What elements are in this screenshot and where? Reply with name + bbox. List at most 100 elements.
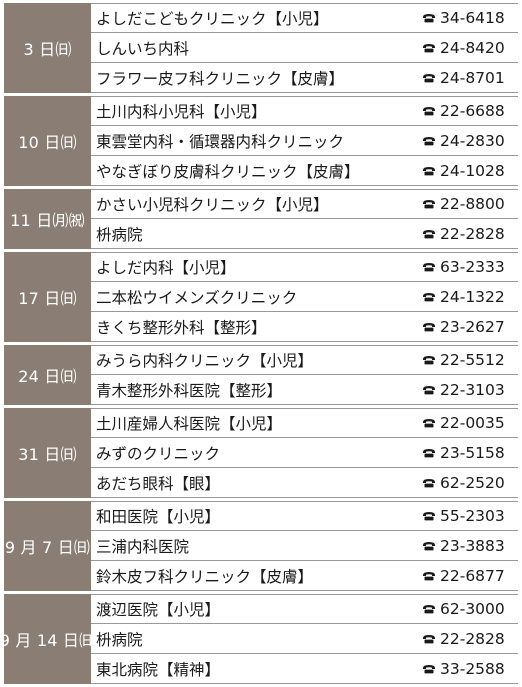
clinic-name: 枡病院: [96, 225, 143, 244]
date-label: 31 日㈰: [4, 408, 91, 498]
clinic-name: 三浦内科医院: [96, 537, 190, 556]
clinic-name: よしだ内科【小児】: [96, 259, 236, 277]
clinic-row: きくち整形外科【整形】 23-2627: [91, 312, 518, 342]
date-label: 17 日㈰: [4, 252, 91, 342]
telephone-icon: [422, 385, 436, 395]
telephone-icon: [422, 664, 436, 674]
clinic-row: 東雲堂内科・循環器内科クリニック 24-2830: [91, 126, 518, 156]
clinic-phone: 62-3000: [422, 600, 518, 618]
phone-number: 22-5512: [440, 351, 505, 369]
phone-number: 62-3000: [440, 600, 505, 618]
clinic-list: みうら内科クリニック【小児】 22-5512 青木整形外科医院【整形】 22-3103: [91, 345, 518, 405]
clinic-phone: 22-8800: [422, 195, 518, 213]
phone-number: 22-6688: [440, 102, 505, 120]
clinic-name: 二本松ウイメンズクリニック: [96, 288, 298, 307]
clinic-phone: 62-2520: [422, 474, 518, 492]
clinic-phone: 23-2627: [422, 318, 518, 336]
clinic-name: よしだこどもクリニック【小児】: [96, 10, 329, 28]
clinic-row: よしだ内科【小児】 63-2333: [91, 252, 518, 282]
phone-number: 23-5158: [440, 443, 505, 462]
phone-number: 24-2830: [440, 131, 505, 150]
clinic-list: かさい小児科クリニック【小児】 22-8800 枡病院 22-2828: [91, 189, 518, 249]
telephone-icon: [422, 166, 436, 176]
date-group: 24 日㈰ みうら内科クリニック【小児】 22-5512 青木整形外科医院【整形】 22…: [4, 345, 518, 405]
clinic-phone: 33-2588: [422, 660, 518, 678]
clinic-phone: 22-2828: [422, 225, 518, 243]
clinic-name: 土川内科小児科【小児】: [96, 103, 267, 121]
telephone-icon: [422, 229, 436, 239]
phone-number: 23-2627: [440, 317, 505, 336]
holiday-clinic-schedule: 3 日㈰ よしだこどもクリニック【小児】 34-6418 しんいち内科 24-8420 フ…: [0, 3, 518, 687]
clinic-name: みうら内科クリニック【小児】: [96, 352, 314, 370]
phone-number: 24-8420: [440, 38, 505, 57]
clinic-row: 青木整形外科医院【整形】 22-3103: [91, 375, 518, 405]
clinic-row: フラワー皮フ科クリニック【皮膚】 24-8701: [91, 63, 518, 93]
phone-number: 24-1028: [440, 161, 505, 180]
phone-number: 55-2303: [440, 507, 505, 525]
clinic-phone: 24-2830: [422, 132, 518, 150]
phone-number: 23-3883: [440, 536, 505, 555]
telephone-icon: [422, 73, 436, 83]
date-label: 11 日㈪㈷: [4, 189, 91, 249]
telephone-icon: [422, 106, 436, 116]
telephone-icon: [422, 199, 436, 209]
phone-number: 22-0035: [440, 414, 505, 432]
clinic-name: 東雲堂内科・循環器内科クリニック: [96, 132, 345, 151]
date-group: 17 日㈰ よしだ内科【小児】 63-2333 二本松ウイメンズクリニック 24-132…: [4, 252, 518, 342]
date-group: 3 日㈰ よしだこどもクリニック【小児】 34-6418 しんいち内科 24-8420 フ…: [4, 3, 518, 93]
clinic-phone: 24-8701: [422, 69, 518, 87]
clinic-phone: 23-3883: [422, 537, 518, 555]
telephone-icon: [422, 43, 436, 53]
clinic-name: きくち整形外科【整形】: [96, 318, 267, 337]
phone-number: 22-8800: [440, 195, 505, 213]
telephone-icon: [422, 511, 436, 521]
date-group: 10 日㈰ 土川内科小児科【小児】 22-6688 東雲堂内科・循環器内科クリニック 2…: [4, 96, 518, 186]
clinic-row: やなぎぼり皮膚科クリニック【皮膚】 24-1028: [91, 156, 518, 186]
telephone-icon: [422, 418, 436, 428]
clinic-phone: 22-6877: [422, 567, 518, 585]
telephone-icon: [422, 478, 436, 488]
telephone-icon: [422, 448, 436, 458]
date-label: 9 月 14 日㈰: [0, 594, 95, 684]
clinic-phone: 63-2333: [422, 258, 518, 276]
clinic-name: 東北病院【精神】: [96, 660, 221, 679]
clinic-row: 鈴木皮フ科クリニック【皮膚】 22-6877: [91, 561, 518, 591]
clinic-phone: 55-2303: [422, 507, 518, 525]
telephone-icon: [422, 355, 436, 365]
telephone-icon: [422, 322, 436, 332]
clinic-name: やなぎぼり皮膚科クリニック【皮膚】: [96, 162, 360, 181]
clinic-phone: 24-1028: [422, 162, 518, 180]
clinic-phone: 23-5158: [422, 444, 518, 462]
telephone-icon: [422, 136, 436, 146]
telephone-icon: [422, 571, 436, 581]
clinic-phone: 24-8420: [422, 39, 518, 57]
date-group: 9 月 7 日㈰ 和田医院【小児】 55-2303 三浦内科医院 23-3883 鈴木皮フ…: [4, 501, 518, 591]
clinic-name: あだち眼科【眼】: [96, 474, 221, 493]
telephone-icon: [422, 604, 436, 614]
phone-number: 22-3103: [440, 380, 505, 399]
clinic-phone: 34-6418: [422, 9, 518, 27]
clinic-row: 二本松ウイメンズクリニック 24-1322: [91, 282, 518, 312]
clinic-name: 土川産婦人科医院【小児】: [96, 415, 283, 433]
phone-number: 62-2520: [440, 473, 505, 492]
date-label: 3 日㈰: [4, 3, 91, 93]
clinic-list: 土川内科小児科【小児】 22-6688 東雲堂内科・循環器内科クリニック 24-283…: [91, 96, 518, 186]
clinic-phone: 24-1322: [422, 288, 518, 306]
clinic-list: 土川産婦人科医院【小児】 22-0035 みずのクリニック 23-5158 あだち眼科【…: [91, 408, 518, 498]
date-group: 31 日㈰ 土川産婦人科医院【小児】 22-0035 みずのクリニック 23-5158 あ…: [4, 408, 518, 498]
clinic-row: みうら内科クリニック【小児】 22-5512: [91, 345, 518, 375]
clinic-phone: 22-6688: [422, 102, 518, 120]
clinic-row: よしだこどもクリニック【小児】 34-6418: [91, 3, 518, 33]
clinic-row: 和田医院【小児】 55-2303: [91, 501, 518, 531]
clinic-name: 青木整形外科医院【整形】: [96, 381, 283, 400]
phone-number: 22-6877: [440, 566, 505, 585]
clinic-row: みずのクリニック 23-5158: [91, 438, 518, 468]
telephone-icon: [422, 541, 436, 551]
phone-number: 22-2828: [440, 224, 505, 243]
clinic-phone: 22-3103: [422, 381, 518, 399]
clinic-row: 土川内科小児科【小児】 22-6688: [91, 96, 518, 126]
date-label: 24 日㈰: [4, 345, 91, 405]
clinic-row: あだち眼科【眼】 62-2520: [91, 468, 518, 498]
clinic-name: 和田医院【小児】: [96, 508, 221, 526]
telephone-icon: [422, 292, 436, 302]
